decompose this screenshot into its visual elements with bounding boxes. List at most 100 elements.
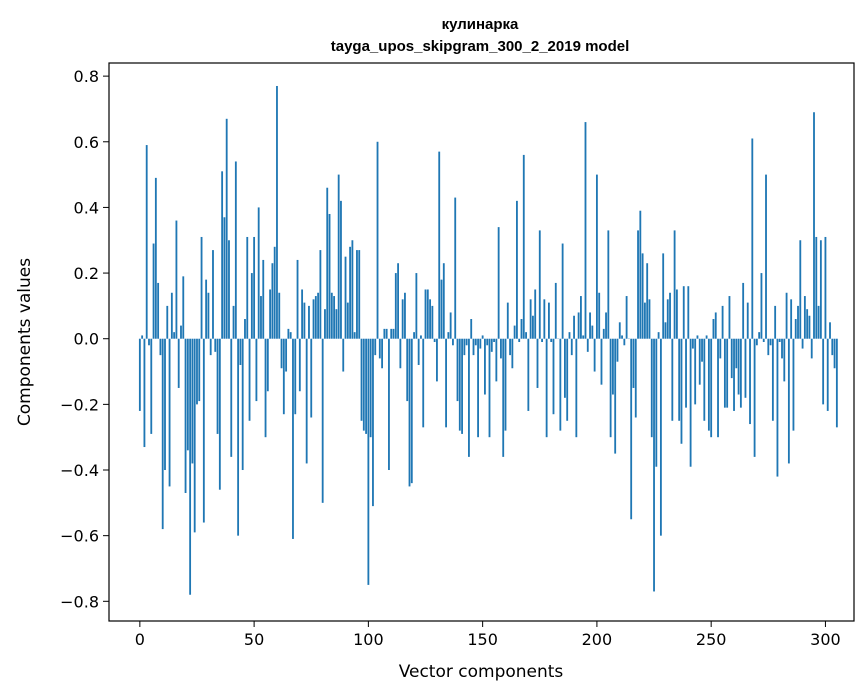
bar: [335, 309, 338, 339]
bar: [298, 338, 301, 392]
bar: [232, 305, 235, 339]
bar: [303, 302, 306, 339]
bar: [376, 141, 379, 339]
bar: [719, 338, 722, 359]
bar: [159, 338, 162, 356]
bar: [417, 338, 420, 365]
bar: [564, 338, 566, 398]
bar: [698, 338, 701, 385]
bar: [744, 338, 747, 398]
bar: [189, 338, 192, 595]
bar: [173, 332, 176, 339]
bar: [616, 338, 619, 362]
bar: [148, 338, 150, 346]
y-tick-label: −0.8: [60, 592, 99, 611]
bar: [319, 250, 322, 339]
bar: [445, 338, 447, 428]
bar: [420, 335, 422, 339]
bar: [751, 138, 754, 339]
bar: [468, 338, 470, 457]
bar: [358, 250, 361, 339]
bar: [728, 296, 731, 339]
bar: [566, 338, 569, 421]
bar: [806, 309, 809, 339]
bar: [831, 338, 834, 356]
bar: [454, 197, 457, 339]
bar: [767, 338, 770, 356]
bar: [609, 338, 612, 438]
bar: [595, 174, 598, 339]
bar: [742, 282, 745, 339]
bar: [369, 338, 372, 438]
bar: [362, 338, 365, 431]
bar: [285, 338, 288, 372]
bar: [449, 312, 452, 339]
bar: [239, 338, 242, 365]
bar: [694, 338, 697, 405]
bar: [707, 338, 710, 431]
bar: [543, 299, 546, 339]
bar: [356, 250, 358, 339]
bar: [141, 335, 144, 339]
y-tick-label: −0.2: [60, 395, 99, 414]
bar: [470, 319, 473, 339]
bar: [433, 338, 436, 342]
bar: [278, 292, 281, 339]
bar: [404, 292, 406, 339]
bar: [214, 338, 217, 352]
y-tick-label: 0.6: [74, 133, 99, 152]
bar: [621, 335, 623, 339]
bar: [554, 282, 557, 339]
bar: [328, 213, 331, 339]
bar: [145, 145, 148, 339]
bar: [372, 338, 374, 507]
bar: [452, 338, 454, 346]
bar: [180, 325, 182, 339]
x-tick-label: 0: [135, 630, 145, 649]
bar: [390, 328, 393, 339]
plot-frame: [108, 62, 855, 622]
bar: [193, 338, 196, 533]
bar: [600, 338, 603, 385]
bar: [753, 338, 756, 457]
bar: [326, 187, 329, 339]
bar: [781, 338, 783, 359]
bar: [177, 338, 180, 388]
bar: [374, 338, 377, 356]
bar: [248, 338, 251, 421]
bar: [835, 338, 838, 428]
bar: [822, 338, 825, 405]
bar: [799, 240, 802, 339]
bars-group: [138, 85, 838, 595]
bar: [438, 151, 441, 339]
bar: [351, 240, 354, 339]
bar: [223, 217, 226, 339]
x-tick-label: 300: [810, 630, 841, 649]
bar: [659, 338, 662, 536]
bar: [310, 338, 313, 418]
bar: [536, 338, 539, 388]
bar: [424, 289, 427, 339]
bar: [262, 259, 265, 339]
bar: [765, 174, 767, 339]
bar: [598, 292, 601, 339]
x-tick-label: 250: [696, 630, 727, 649]
bar: [561, 243, 564, 339]
bar: [774, 305, 777, 339]
y-tick-label: −0.4: [60, 461, 99, 480]
bar: [200, 236, 203, 339]
bar: [760, 273, 763, 339]
bar: [593, 338, 596, 372]
bar: [776, 338, 779, 477]
bar: [212, 250, 214, 339]
bar: [175, 220, 178, 339]
bar: [182, 276, 185, 339]
bar: [511, 338, 514, 369]
bar: [191, 338, 194, 464]
bar: [662, 253, 665, 339]
bar: [221, 171, 224, 339]
bar: [399, 338, 402, 369]
y-tick-label: 0.2: [74, 264, 99, 283]
bar: [769, 338, 772, 346]
bar: [504, 338, 507, 431]
